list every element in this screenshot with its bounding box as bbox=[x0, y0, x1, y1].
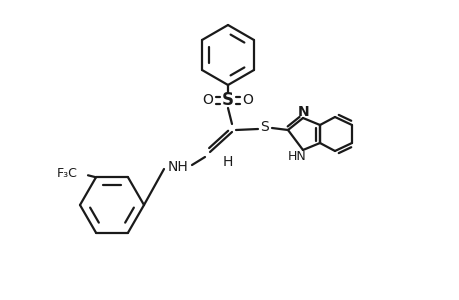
Text: HN: HN bbox=[287, 149, 306, 163]
Text: N: N bbox=[297, 105, 309, 119]
Text: F₃C: F₃C bbox=[57, 167, 78, 180]
Text: S: S bbox=[222, 91, 234, 109]
Text: S: S bbox=[260, 120, 269, 134]
Text: O: O bbox=[202, 93, 213, 107]
Text: NH: NH bbox=[167, 160, 188, 174]
Text: H: H bbox=[222, 155, 233, 169]
Text: O: O bbox=[242, 93, 253, 107]
